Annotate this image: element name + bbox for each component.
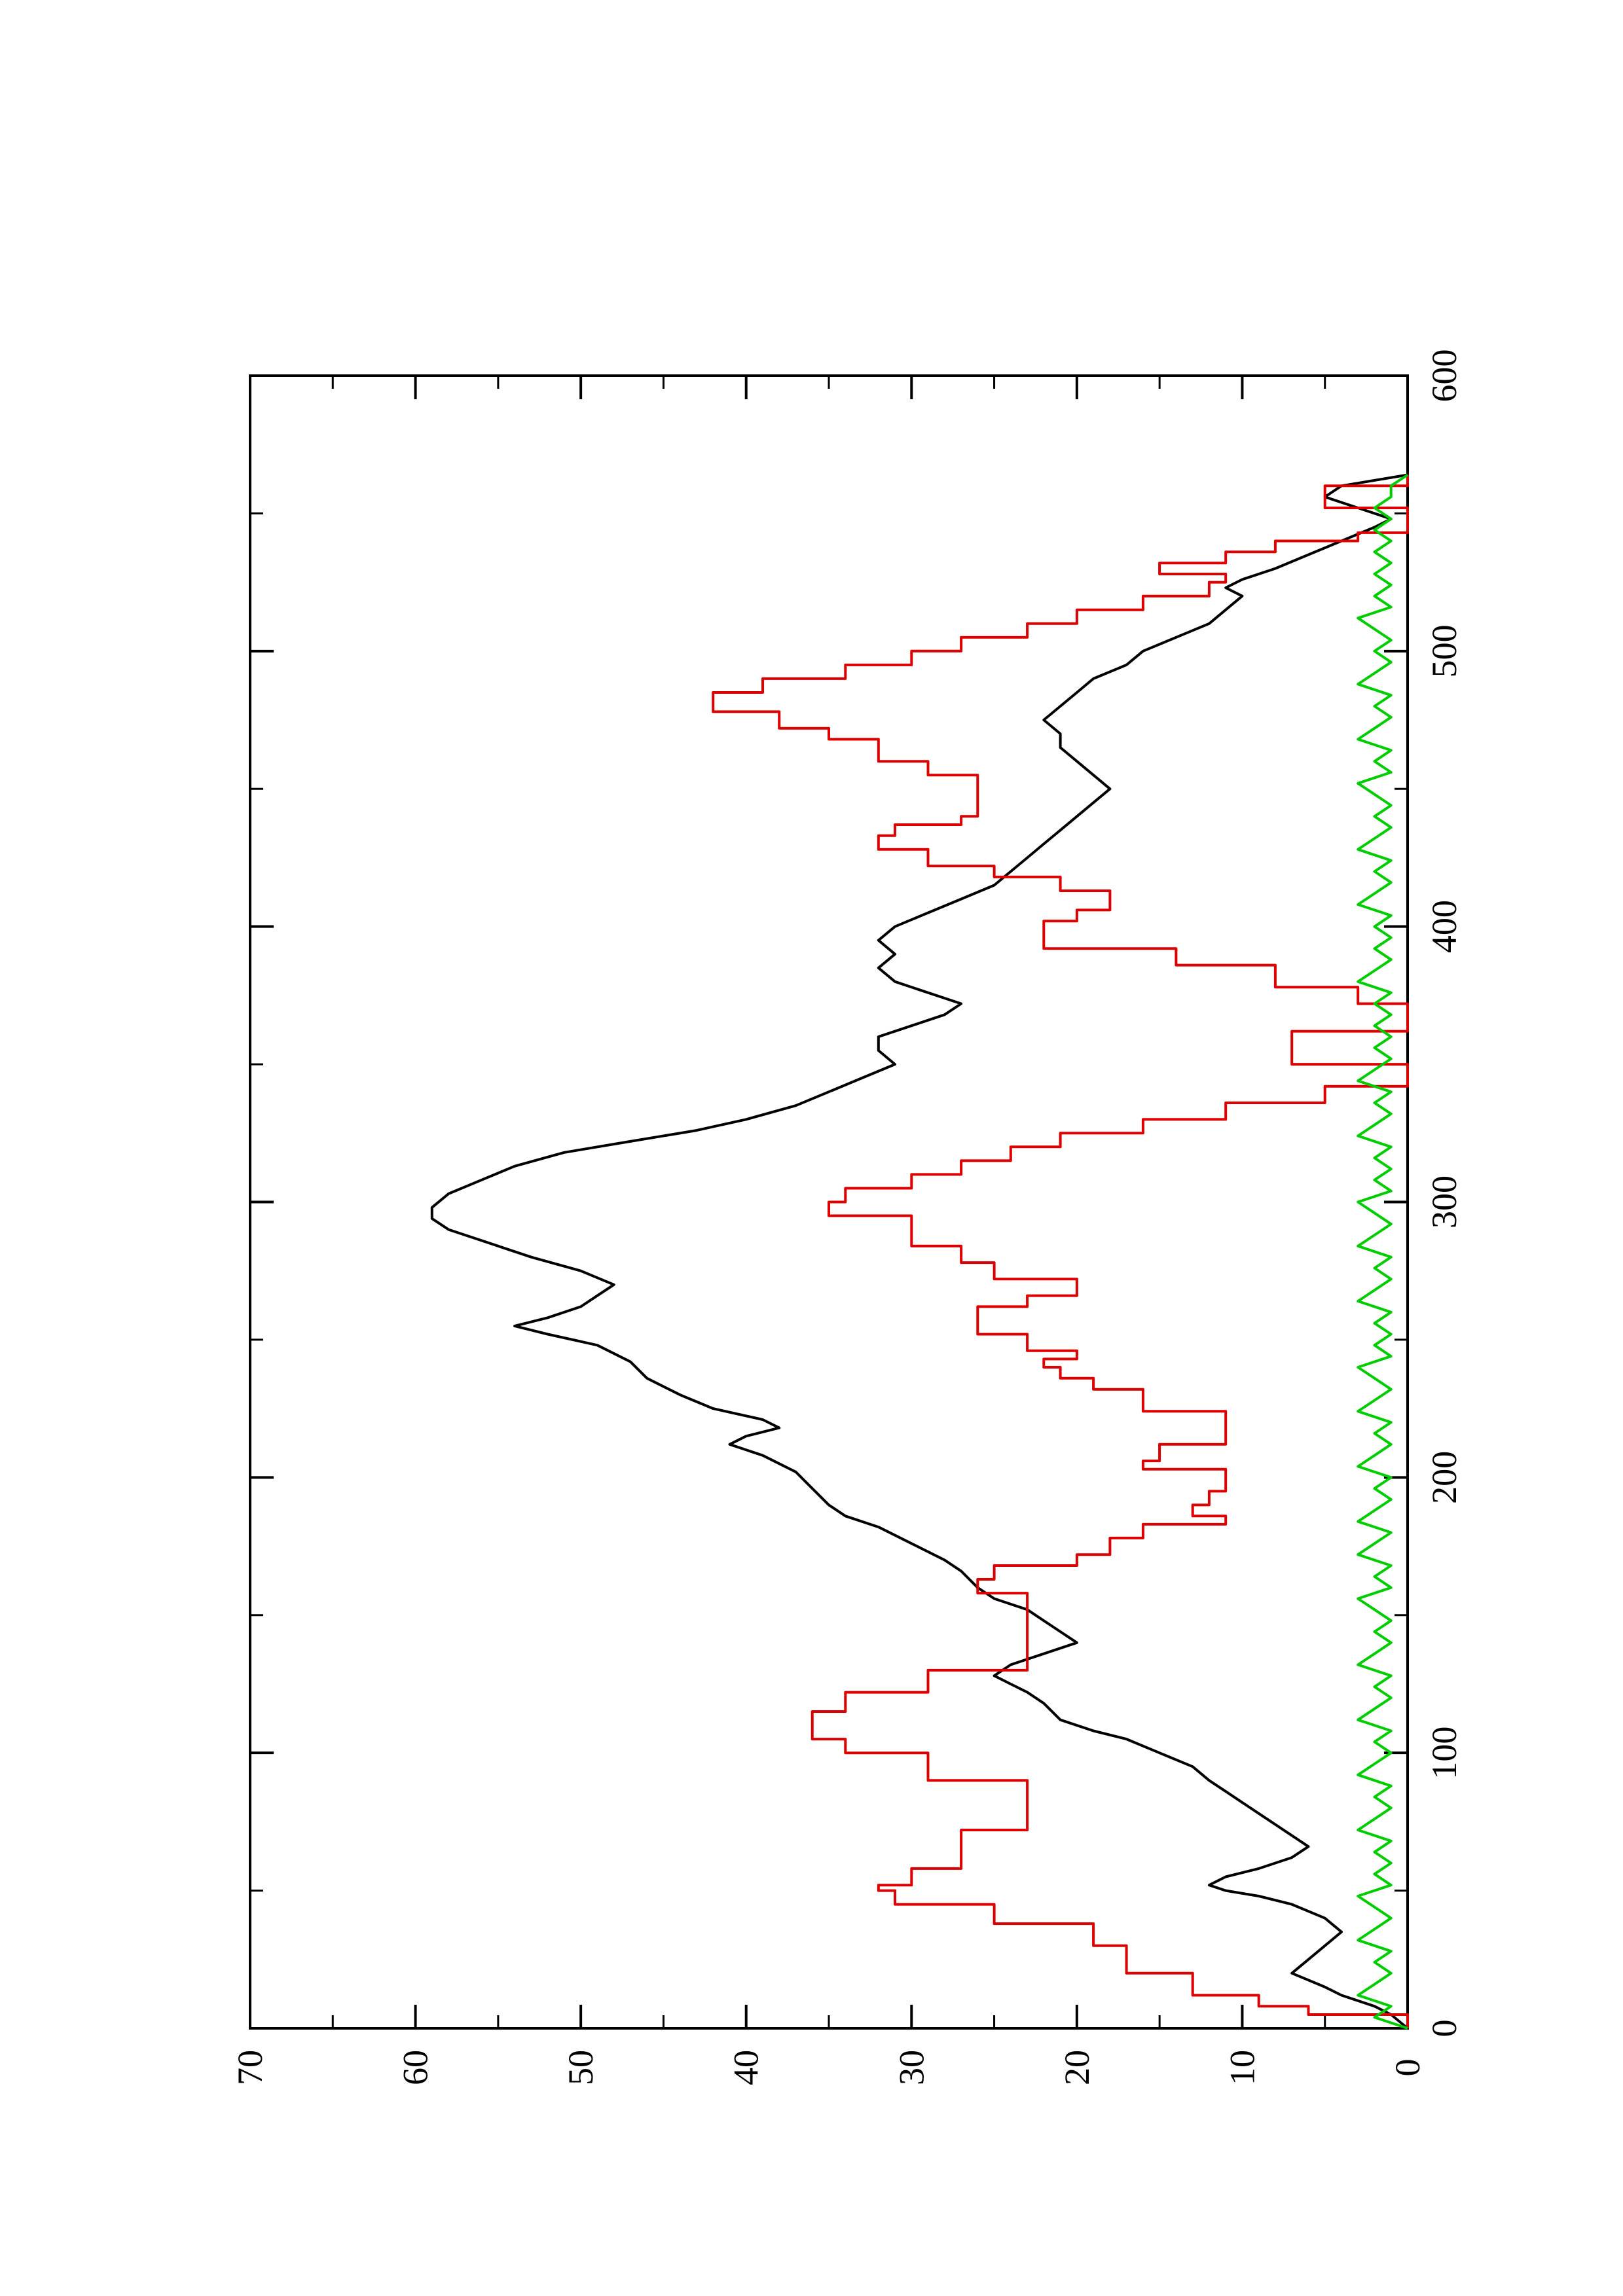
y-tick-label: 40 (727, 2050, 766, 2085)
x-tick-label: 300 (1425, 1175, 1464, 1229)
minor-ticks (250, 376, 1408, 2028)
green-series-line (1357, 473, 1409, 2030)
x-tick-label: 500 (1425, 624, 1464, 677)
major-ticks (249, 374, 1409, 2030)
x-tick-label: 0 (1425, 2020, 1464, 2037)
y-tick-label: 30 (892, 2050, 931, 2085)
y-tick-labels: 0 10 20 30 40 50 60 70 (230, 2050, 1427, 2085)
black-series-line (430, 473, 1409, 2030)
x-tick-label: 600 (1425, 350, 1464, 403)
y-tick-label: 0 (1388, 2059, 1427, 2077)
y-tick-label: 60 (396, 2050, 435, 2085)
y-tick-label: 70 (230, 2050, 270, 2085)
y-tick-label: 20 (1057, 2050, 1097, 2085)
y-tick-label: 10 (1222, 2050, 1262, 2085)
series-lines (430, 473, 1409, 2030)
y-tick-label: 50 (561, 2050, 600, 2085)
red-series-line (712, 475, 1409, 2028)
x-tick-label: 400 (1425, 900, 1464, 953)
x-tick-label: 200 (1425, 1451, 1464, 1504)
x-tick-label: 100 (1425, 1727, 1464, 1780)
x-tick-labels: 0 100 200 300 400 500 600 (1425, 350, 1464, 2037)
